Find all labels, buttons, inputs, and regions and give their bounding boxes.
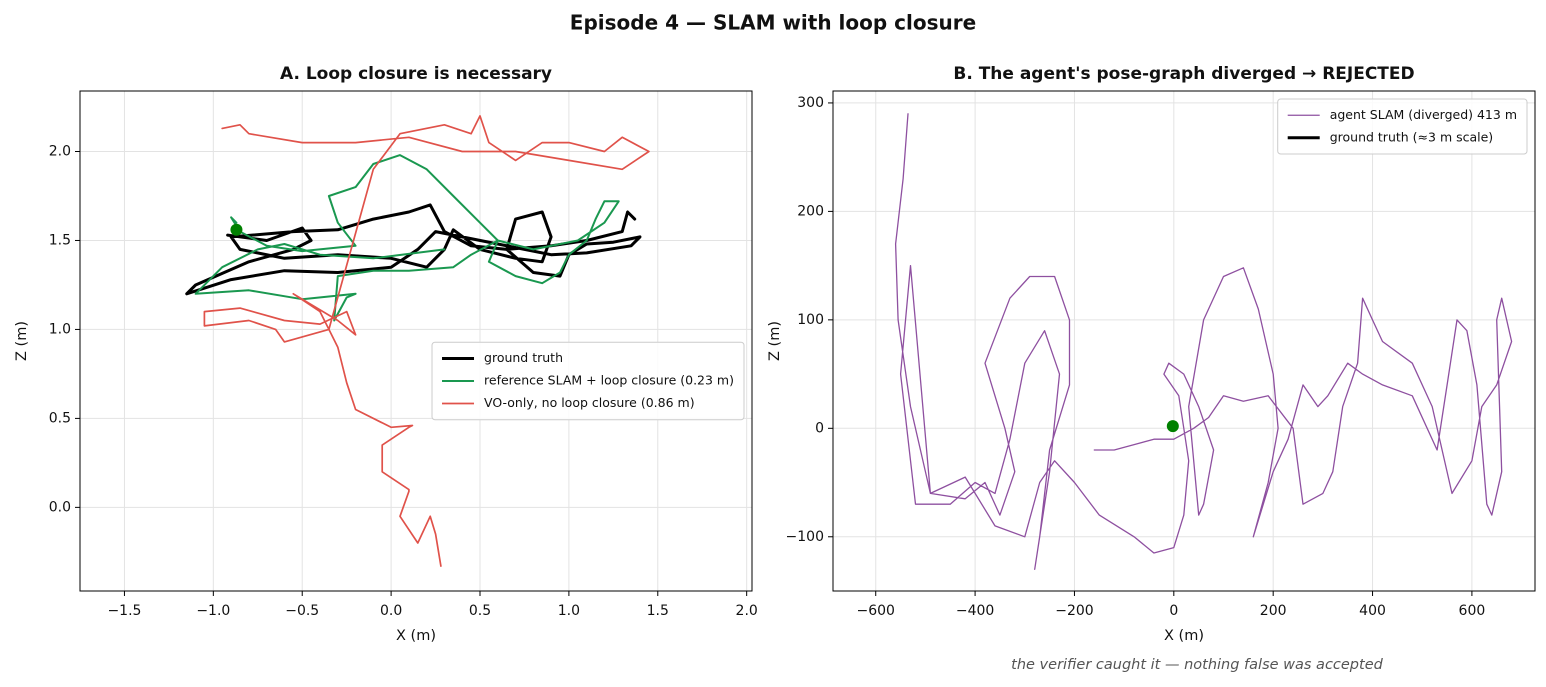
y-tick-label: 2.0 — [49, 143, 71, 159]
x-tick-label: −200 — [1055, 603, 1093, 619]
x-tick-label: −600 — [856, 603, 894, 619]
y-tick-label: 100 — [797, 312, 824, 328]
x-tick-label: 0.5 — [469, 603, 491, 619]
legend: agent SLAM (diverged) 413 m ground truth … — [1277, 98, 1528, 155]
legend-label: ground truth (≈3 m scale) — [1330, 129, 1493, 144]
y-tick-label: 1.5 — [49, 232, 71, 248]
y-tick-label: 0.0 — [49, 499, 71, 515]
x-axis-label: X (m) — [1164, 628, 1204, 644]
x-tick-label: 400 — [1359, 603, 1386, 619]
x-tick-label: 0.0 — [380, 603, 402, 619]
y-tick-label: 1.0 — [49, 321, 71, 337]
plot-frame — [832, 90, 1536, 592]
start-point — [1166, 420, 1179, 433]
trajectory — [203, 115, 650, 567]
x-tick-label: −400 — [956, 603, 994, 619]
x-tick-label: −1.5 — [107, 603, 141, 619]
figure-title: Episode 4 — SLAM with loop closure — [570, 11, 976, 35]
y-axis-label: Z (m) — [767, 321, 783, 361]
legend-box — [1277, 98, 1528, 155]
y-axis-label: Z (m) — [14, 321, 30, 361]
y-tick-label: 0 — [815, 420, 824, 436]
x-tick-label: 600 — [1459, 603, 1486, 619]
x-tick-label: 0 — [1169, 603, 1178, 619]
legend-label: VO-only, no loop closure (0.86 m) — [484, 395, 695, 410]
legend-label: agent SLAM (diverged) 413 m — [1330, 107, 1517, 122]
y-tick-label: 0.5 — [49, 410, 71, 426]
x-tick-label: 1.0 — [558, 603, 580, 619]
footnote: the verifier caught it — nothing false w… — [1011, 657, 1383, 673]
legend-box — [431, 341, 745, 421]
trajectory — [194, 154, 620, 322]
y-tick-label: 200 — [797, 203, 824, 219]
plot-frame — [79, 90, 753, 592]
x-tick-label: 200 — [1260, 603, 1287, 619]
start-point — [230, 223, 243, 236]
y-tick-label: 300 — [797, 95, 824, 111]
x-tick-label: −1.0 — [196, 603, 230, 619]
x-tick-label: −0.5 — [285, 603, 319, 619]
trajectory — [185, 203, 642, 296]
legend-label: reference SLAM + loop closure (0.23 m) — [484, 373, 734, 388]
panel-title: B. The agent's pose-graph diverged → REJ… — [953, 64, 1414, 84]
legend: ground truth reference SLAM + loop closur… — [431, 341, 745, 421]
x-axis-label: X (m) — [396, 628, 436, 644]
panel-title: A. Loop closure is necessary — [280, 64, 552, 84]
x-tick-label: 1.5 — [647, 603, 669, 619]
y-tick-label: −100 — [786, 529, 824, 545]
trajectory — [894, 113, 1513, 570]
legend-label: ground truth — [484, 350, 563, 365]
x-tick-label: 2.0 — [736, 603, 758, 619]
